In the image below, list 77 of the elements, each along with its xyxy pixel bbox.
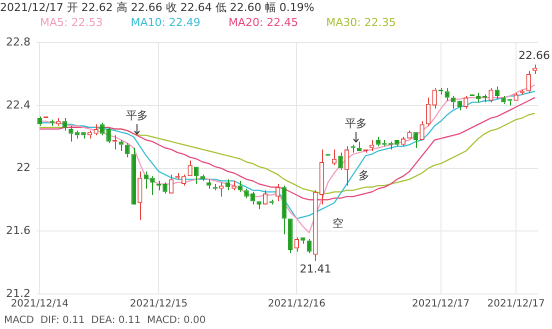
candlestick	[370, 140, 374, 152]
candlestick	[420, 120, 424, 140]
candlestick	[451, 96, 456, 110]
annotation: 多	[358, 168, 370, 182]
text: MA5: 22.53	[40, 16, 103, 30]
candlestick	[138, 170, 142, 221]
candlestick	[81, 132, 86, 139]
candlestick	[394, 140, 400, 147]
annotation: 22.66	[518, 48, 550, 62]
candlestick	[426, 97, 431, 126]
annotation: 平多	[126, 108, 148, 122]
candlestick	[464, 96, 468, 110]
text: MACD DIF: 0.11 DEA: 0.11 MACD: 0.00	[3, 314, 207, 327]
y-tick-label: 21.6	[6, 224, 30, 238]
candlestick	[338, 152, 343, 170]
candlestick	[306, 238, 312, 254]
candlestick	[256, 201, 262, 210]
text: MA10: 22.49	[130, 16, 200, 30]
candlestick	[181, 174, 186, 186]
candlestick	[162, 182, 168, 194]
candlestick	[494, 86, 500, 100]
candlestick	[125, 142, 130, 158]
candlestick	[244, 188, 249, 199]
candlestick	[200, 174, 205, 182]
candlestick	[501, 96, 506, 104]
y-tick-label: 22	[16, 161, 30, 174]
candlestick	[344, 146, 350, 186]
candlestick	[194, 166, 199, 185]
candlestick	[288, 218, 293, 254]
candlestick	[319, 148, 324, 205]
text: MA20: 22.45	[228, 16, 298, 30]
candlestick	[488, 88, 494, 103]
y-tick-label: 21.2	[6, 286, 30, 300]
annotation: 21.41	[300, 262, 332, 276]
candlestick	[300, 237, 306, 244]
candlestick	[432, 88, 437, 110]
y-tick-label: 22.8	[6, 35, 30, 48]
candlestick	[94, 124, 98, 136]
candlestick	[68, 125, 74, 142]
candlestick	[526, 70, 531, 94]
candlestick	[482, 94, 488, 103]
candlestick	[313, 190, 318, 262]
candlestick	[532, 64, 538, 75]
candlestick	[62, 118, 68, 132]
candlestick	[131, 147, 136, 204]
candlestick	[188, 160, 192, 176]
candlestick	[476, 92, 481, 103]
candlestick	[74, 130, 80, 139]
candlestick	[457, 100, 462, 111]
candlestick	[232, 180, 236, 191]
candlestick	[144, 170, 149, 190]
y-tick-label: 22.4	[6, 98, 30, 112]
candlestick	[413, 132, 418, 148]
candlestick	[282, 185, 286, 235]
candlestick	[87, 130, 92, 139]
candlestick	[168, 174, 174, 194]
candlestick	[250, 191, 256, 205]
candlestick	[106, 126, 111, 144]
annotation: 平多	[345, 116, 367, 130]
annotation: 空	[332, 216, 344, 230]
candlestick	[150, 176, 155, 196]
candlestick	[294, 236, 299, 252]
x-tick-label: 2021/12/17	[487, 298, 545, 310]
candlestick	[219, 182, 224, 198]
x-tick-label: 2021/12/16	[268, 298, 326, 310]
candlestick	[275, 184, 280, 202]
chart-title: 2021/12/17 开 22.62 高 22.66 收 22.64 低 22.60 幅 0.19%	[0, 0, 316, 16]
candlestick	[156, 180, 162, 191]
candlestick	[514, 92, 518, 101]
candlestick	[262, 190, 268, 204]
candlestick	[37, 116, 42, 126]
x-tick-label: 2021/12/15	[130, 298, 188, 310]
candlestick	[238, 180, 243, 192]
x-tick-label: 2021/12/17	[412, 298, 470, 310]
x-tick-label: 2021/12/14	[10, 298, 68, 310]
text: MA30: 22.35	[326, 16, 396, 30]
candlestick	[56, 118, 61, 126]
